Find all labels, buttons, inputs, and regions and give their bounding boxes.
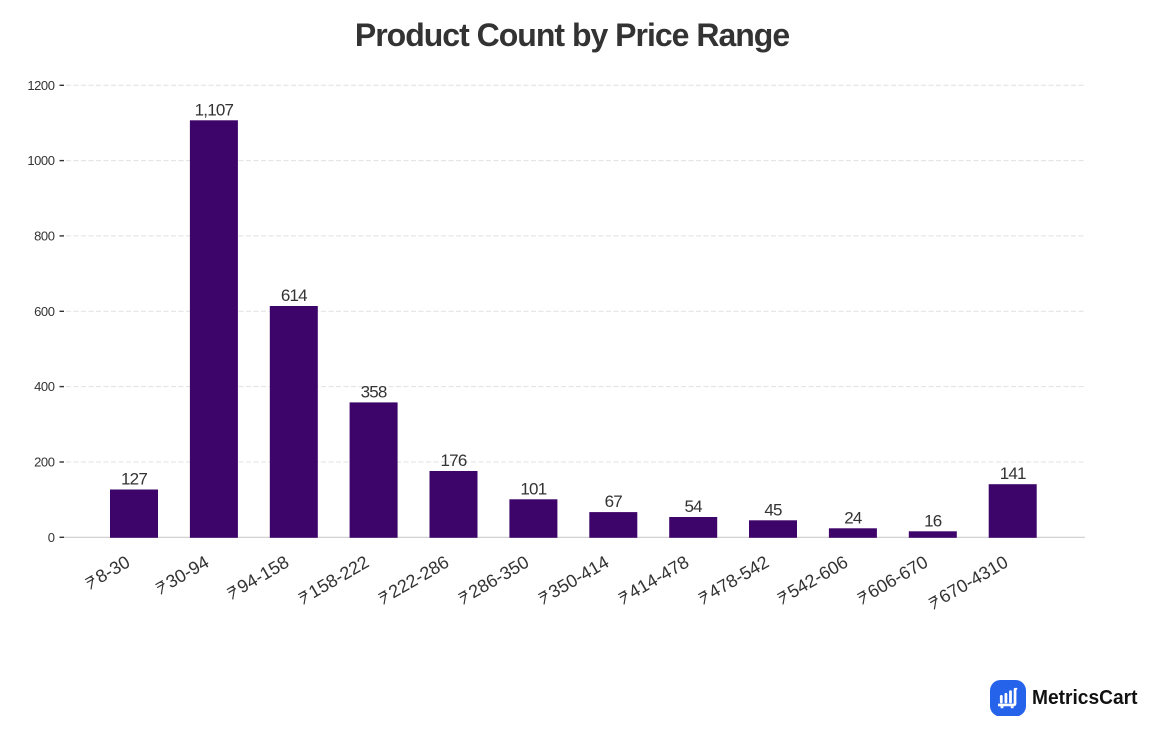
svg-text:24: 24 xyxy=(844,508,862,527)
svg-text:1,107: 1,107 xyxy=(195,100,234,119)
svg-text:400: 400 xyxy=(34,379,55,394)
svg-text:127: 127 xyxy=(121,470,147,489)
svg-text:67: 67 xyxy=(605,492,623,511)
svg-text:101: 101 xyxy=(520,479,546,498)
svg-text:200: 200 xyxy=(34,455,55,470)
svg-text:16: 16 xyxy=(924,511,942,530)
svg-text:141: 141 xyxy=(1000,464,1026,483)
svg-text:45: 45 xyxy=(764,500,782,519)
svg-text:600: 600 xyxy=(34,304,55,319)
svg-text:800: 800 xyxy=(34,229,55,244)
svg-text:1200: 1200 xyxy=(27,78,54,93)
svg-text:176: 176 xyxy=(441,451,467,470)
svg-text:358: 358 xyxy=(361,382,387,401)
svg-text:1000: 1000 xyxy=(27,153,54,168)
svg-text:54: 54 xyxy=(685,497,703,516)
svg-text:614: 614 xyxy=(281,286,307,305)
svg-text:0: 0 xyxy=(48,530,55,545)
